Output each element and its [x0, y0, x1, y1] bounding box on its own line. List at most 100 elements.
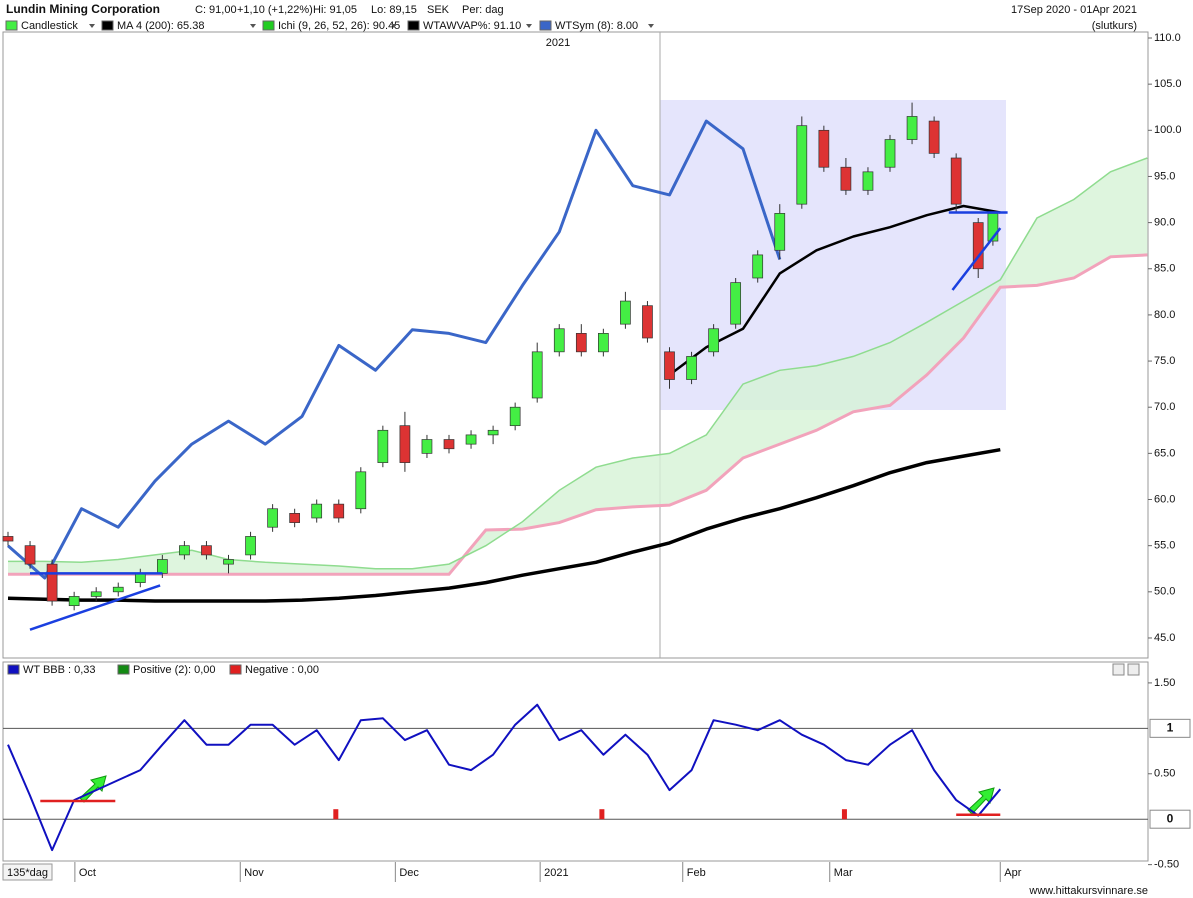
candle-body	[509, 406, 521, 427]
wtsym-line	[7, 119, 782, 580]
x-tick-label: Nov	[244, 867, 264, 879]
ichimoku-cloud	[7, 157, 1148, 575]
quote-item: Hi: 91,05	[313, 4, 357, 16]
close-icon[interactable]	[1127, 663, 1140, 676]
y-tick-label: 65.0	[1154, 447, 1175, 459]
candle-body	[245, 536, 256, 556]
candle-body	[686, 356, 697, 380]
candle-body	[289, 513, 301, 523]
legend-label: WTSym (8): 8.00	[555, 20, 638, 32]
candle-body	[972, 222, 984, 270]
legend-swatch	[407, 20, 420, 31]
lower-frame	[2, 661, 1149, 862]
legend-dropdown[interactable]	[250, 24, 256, 28]
negative-marker	[333, 809, 339, 820]
y-tick-label: 1	[1167, 721, 1174, 735]
candle-body	[46, 563, 58, 602]
footer: www.hittakursvinnare.se	[1028, 885, 1148, 897]
candle-body	[399, 425, 411, 463]
candle-body	[2, 536, 14, 542]
legend-label: Ichi (9, 26, 52, 26): 90.45	[278, 20, 400, 32]
y-tick-label: 60.0	[1154, 493, 1175, 505]
candle-body	[421, 439, 433, 454]
candle-body	[112, 586, 124, 593]
y-tick-label: 0	[1167, 811, 1174, 825]
ichimoku-span-b	[8, 253, 1148, 576]
legend-label: Candlestick	[21, 20, 78, 32]
y-tick-label: 110.0	[1154, 32, 1181, 44]
candle-body	[862, 171, 874, 191]
candle-body	[796, 125, 808, 205]
period-box	[2, 863, 53, 881]
x-tick-label: Feb	[687, 867, 706, 879]
legend-label: WTAWVAP%: 91.10	[423, 20, 521, 32]
candle-body	[355, 471, 367, 510]
up-arrow	[967, 787, 995, 815]
candle-body	[311, 503, 323, 519]
date-range: 17Sep 2020 - 01Apr 2021	[1011, 4, 1137, 16]
candle-body	[664, 351, 675, 380]
legend-swatch	[5, 20, 18, 31]
candle-body	[487, 429, 499, 436]
candle-body	[553, 328, 565, 353]
legend-dropdown[interactable]	[89, 24, 95, 28]
candle-body	[774, 213, 786, 251]
candle-body	[377, 429, 389, 463]
legend-swatch	[7, 664, 20, 675]
candle-body	[598, 333, 609, 353]
x-tick-label: Apr	[1004, 867, 1021, 879]
ichimoku-span-a	[8, 157, 1148, 570]
legend-dropdown[interactable]	[391, 24, 397, 28]
main-frame	[2, 31, 1149, 659]
y-tick-label: -0.50	[1154, 859, 1179, 871]
quote-item: C: 91,00	[195, 4, 237, 16]
y-tick-label: 85.0	[1154, 263, 1175, 275]
y-tick-label: 105.0	[1154, 78, 1182, 90]
candle-body	[333, 503, 345, 519]
negative-marker	[841, 809, 847, 820]
x-tick-label: Mar	[834, 867, 853, 879]
candle-body	[642, 305, 653, 339]
candle-body	[201, 545, 212, 556]
candle-body	[928, 120, 940, 154]
candle-body	[157, 559, 168, 574]
y-tick-label: 90.0	[1154, 217, 1175, 229]
legend-swatch	[262, 20, 275, 31]
legend-dropdown[interactable]	[526, 24, 532, 28]
volume-profile	[660, 100, 1006, 410]
level-box	[1149, 809, 1191, 829]
quote-item: SEK	[427, 4, 450, 16]
quote-item: Per: dag	[462, 4, 504, 16]
legend-label: MA 4 (200): 65.38	[117, 20, 204, 32]
legend-dropdown[interactable]	[648, 24, 654, 28]
y-tick-label: 100.0	[1154, 124, 1182, 136]
candle-body	[531, 351, 543, 399]
negative-marker	[599, 809, 605, 820]
y-tick-label: 50.0	[1154, 586, 1175, 598]
top-label: 2021	[546, 37, 570, 49]
ma-line	[7, 447, 1001, 603]
candle-body	[620, 300, 631, 325]
candle-body	[752, 254, 764, 279]
wt-bbb-line	[7, 703, 1002, 852]
candle-body	[465, 434, 477, 445]
candle-body	[68, 596, 80, 607]
legend-swatch	[101, 20, 114, 31]
candle-body	[884, 139, 896, 168]
legend-swatch	[539, 20, 552, 31]
legend-label: Positive (2): 0,00	[133, 664, 216, 676]
level-box	[1149, 718, 1191, 738]
zoom-icon[interactable]	[1112, 663, 1125, 676]
quote-item: +1,10 (+1,22%)	[237, 4, 313, 16]
trendline	[29, 584, 161, 631]
legend-swatch	[229, 664, 242, 675]
candle-body	[90, 591, 102, 597]
y-tick-label: 55.0	[1154, 540, 1175, 552]
y-tick-label: 1.50	[1154, 677, 1175, 689]
candle-body	[223, 559, 234, 565]
candle-body	[950, 157, 962, 205]
candle-body	[818, 129, 830, 168]
y-tick-label: 75.0	[1154, 355, 1175, 367]
